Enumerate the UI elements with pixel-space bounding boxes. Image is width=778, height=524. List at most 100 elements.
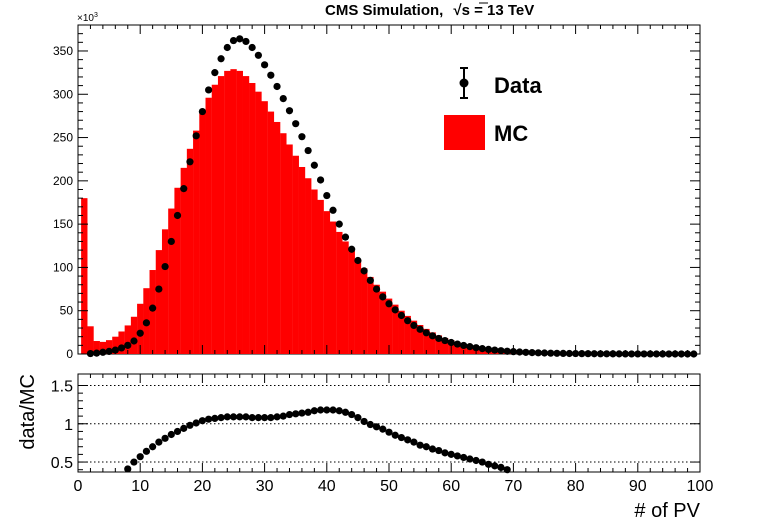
x-tick-label: 60 (442, 478, 460, 495)
ratio-point (198, 417, 206, 425)
mc-bar (416, 324, 424, 354)
data-point (615, 350, 623, 358)
figure-title: CMS Simulation, √s = 13 TeV (325, 2, 534, 19)
data-point (491, 346, 499, 354)
data-points (86, 35, 698, 358)
data-point (316, 176, 325, 184)
data-point (155, 285, 163, 293)
mc-bar (93, 341, 100, 354)
mc-bar (373, 284, 380, 354)
ratio-frame (77, 373, 701, 473)
mc-bar (81, 198, 88, 354)
ratio-points (124, 406, 511, 474)
mc-bar (118, 331, 125, 354)
ratio-point (503, 466, 511, 474)
x-tick-label: 10 (131, 478, 149, 495)
mc-bar (217, 76, 225, 355)
ratio-axis-ticks: 0.5 1 1.5 0 10 20 30 40 50 60 70 80 90 100 (51, 374, 713, 495)
data-point (578, 350, 586, 358)
data-point (217, 55, 225, 63)
mc-bar (367, 276, 374, 354)
x-tick-label: 20 (194, 478, 212, 495)
ratio-point (248, 414, 256, 422)
mc-bar (361, 268, 368, 354)
x-axis-label: # of PV (634, 500, 700, 522)
ratio-point (397, 433, 406, 442)
x-tick-label: 90 (629, 478, 647, 495)
ratio-point (497, 463, 505, 472)
data-point (590, 350, 598, 358)
mc-bar (99, 341, 107, 354)
ratio-point (478, 458, 486, 466)
data-point (453, 340, 462, 348)
y-tick-label: 150 (53, 217, 73, 231)
ratio-point (391, 431, 399, 439)
mc-bar (305, 178, 312, 354)
data-point (435, 334, 443, 343)
data-point (304, 146, 312, 155)
ratio-y-tick-label: 1.5 (51, 378, 73, 395)
mc-bar (317, 199, 324, 354)
data-point (223, 43, 231, 52)
ratio-point (279, 412, 287, 420)
mc-bar (149, 270, 156, 354)
ratio-point (211, 414, 219, 423)
data-point (117, 344, 126, 352)
data-point (360, 267, 368, 275)
mc-bar (267, 111, 275, 354)
data-point (261, 61, 269, 69)
ratio-point (404, 436, 412, 444)
y-tick-label: 350 (53, 44, 73, 58)
data-point (665, 350, 673, 358)
mc-bar (180, 167, 187, 354)
ratio-point (441, 449, 449, 457)
y-multiplier-exponent: 3 (94, 12, 98, 19)
mc-bar (423, 328, 430, 354)
data-point (379, 293, 387, 301)
mc-bar (354, 259, 362, 354)
ratio-point (484, 460, 493, 468)
mc-bar (161, 229, 169, 354)
data-point (372, 285, 381, 293)
data-point (341, 233, 350, 241)
data-point (267, 71, 275, 79)
x-tick-label: 0 (74, 478, 83, 495)
mc-bar (124, 325, 132, 354)
y-tick-label: 100 (53, 260, 73, 274)
mc-bar (342, 241, 349, 354)
ratio-point (192, 419, 200, 427)
data-point (397, 311, 406, 320)
data-point (292, 120, 300, 128)
ratio-point (217, 414, 225, 422)
data-point (198, 107, 206, 116)
mc-bar (174, 187, 181, 354)
data-point (279, 94, 287, 103)
ratio-point (335, 407, 343, 415)
ratio-point (466, 455, 474, 463)
y-multiplier-label: ×103 (77, 12, 98, 24)
data-point (441, 336, 449, 345)
x-tick-label: 70 (505, 478, 523, 495)
data-point (565, 349, 573, 358)
data-point (540, 349, 549, 357)
data-point (273, 82, 281, 91)
ratio-point (130, 458, 138, 466)
ratio-point (304, 408, 312, 416)
data-point (503, 347, 511, 355)
ratio-point (236, 413, 244, 421)
ratio-point (460, 453, 468, 462)
mc-bar (348, 250, 355, 354)
mc-bar (329, 221, 337, 354)
mc-bar (155, 250, 163, 354)
ratio-point (149, 443, 157, 451)
ratio-point (435, 446, 443, 455)
mc-bar (435, 335, 443, 354)
mc-bar (286, 144, 293, 354)
data-point (385, 300, 393, 308)
data-point (603, 350, 611, 358)
sqrt-symbol: √ (453, 2, 462, 19)
y-tick-label: 50 (60, 304, 74, 318)
data-point (124, 341, 132, 349)
title-suffix: = 13 TeV (470, 2, 534, 19)
